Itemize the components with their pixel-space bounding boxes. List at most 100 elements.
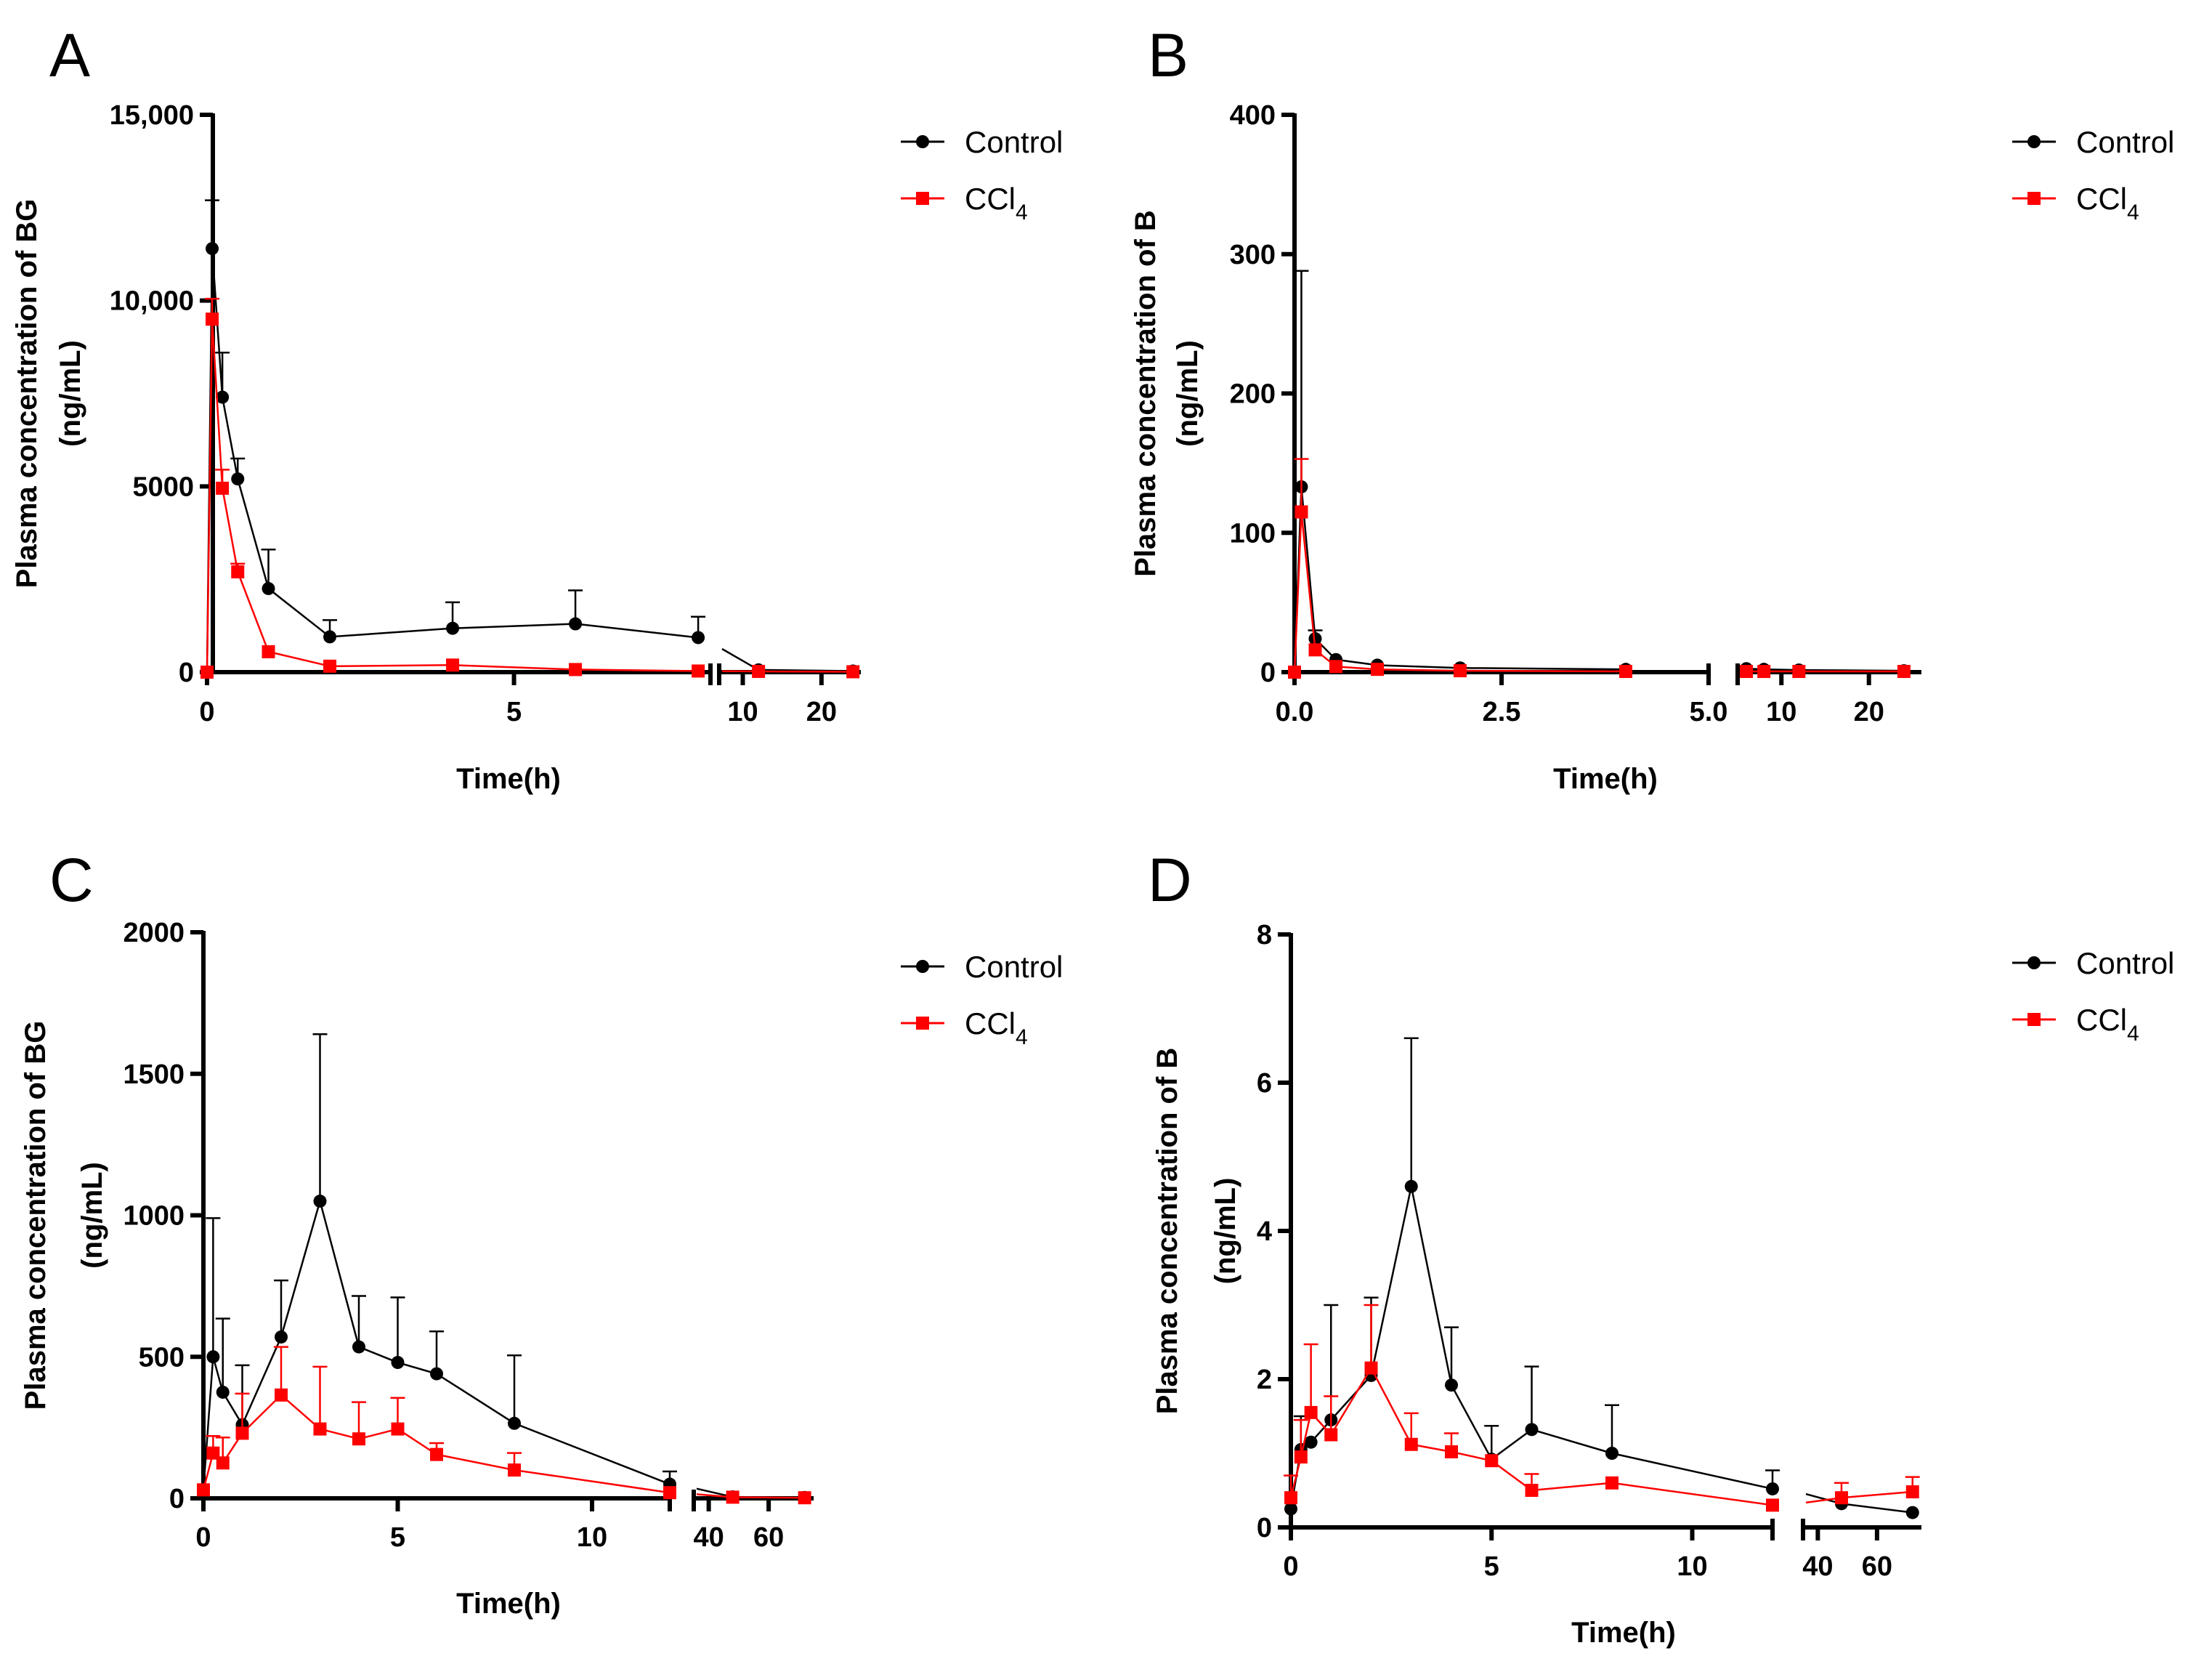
control-data-point [1304, 1435, 1318, 1449]
control-data-point [391, 1356, 405, 1370]
ccl4-data-point [1525, 1484, 1539, 1497]
ccl4-data-point [352, 1432, 365, 1446]
ccl4-data-point [1404, 1437, 1418, 1451]
control-series-line [514, 1422, 671, 1485]
control-data-point [430, 1367, 443, 1381]
x-tick-label: 0 [195, 1522, 211, 1553]
y-axis-unit: (ng/mL) [54, 340, 86, 447]
panel-letter: D [1148, 846, 1192, 914]
x-tick-label: 60 [1862, 1551, 1892, 1582]
ccl4-data-point [206, 312, 219, 326]
y-tick-label: 6 [1257, 1068, 1272, 1099]
ccl4-data-point [1897, 665, 1911, 679]
ccl4-series-line [1377, 668, 1461, 672]
ccl4-series-line [1531, 1482, 1613, 1492]
control-series-line [1370, 1186, 1412, 1376]
panel-c: C 0 500 1000 1500 2000 Plasma concentration of… [20, 846, 1063, 1620]
x-tick-label: 10 [727, 697, 758, 727]
ccl4-series-line [1451, 1450, 1492, 1462]
control-series-line [397, 1361, 437, 1375]
control-data-point [352, 1340, 365, 1354]
legend-ccl4-subscript: 4 [2127, 1022, 2139, 1046]
ccl4-data-point [1605, 1476, 1619, 1490]
ccl4-data-point [323, 659, 337, 673]
control-series-line [1841, 1503, 1913, 1514]
ccl4-data-point [1757, 665, 1771, 679]
control-data-point [206, 1350, 220, 1364]
x-tick-label: 60 [753, 1522, 784, 1553]
ccl4-series-line [268, 650, 331, 668]
control-series-line [237, 478, 270, 589]
y-axis-title: Plasma concentration of B [1130, 210, 1162, 577]
ccl4-data-point [216, 1456, 230, 1470]
x-tick-label: 2.5 [1483, 697, 1521, 727]
control-data-point [1445, 1378, 1458, 1392]
legend-ccl4-label: CCl4 [965, 1006, 1028, 1049]
x-tick-label: 40 [1802, 1551, 1833, 1582]
panel-a: A 0 5000 10,000 15,000 Plasma concentration o… [11, 21, 1063, 795]
x-axis-title: Time(h) [456, 1588, 561, 1620]
ccl4-data-point [752, 664, 766, 678]
ccl4-data-point [846, 665, 860, 679]
legend-control-marker [916, 135, 929, 148]
y-tick-label: 400 [1230, 100, 1276, 131]
panel-letter: A [49, 21, 90, 89]
y-tick-label: 1500 [123, 1059, 185, 1090]
x-axis-title: Time(h) [1553, 763, 1658, 795]
ccl4-series-line [575, 669, 699, 672]
ccl4-series-line [1335, 666, 1378, 671]
ccl4-data-point [1619, 665, 1632, 679]
y-axis-title: Plasma concentration of B [1151, 1048, 1183, 1415]
y-tick-label: 5000 [132, 472, 194, 502]
y-tick-label: 0 [169, 1484, 185, 1514]
legend-ccl4-subscript: 4 [1016, 201, 1028, 225]
ccl4-data-point [1324, 1428, 1338, 1442]
ccl4-data-point [692, 664, 705, 678]
legend-control-marker [2027, 956, 2041, 969]
x-tick-label: 5.0 [1690, 697, 1728, 727]
y-tick-label: 15,000 [110, 100, 194, 131]
control-series-line [453, 623, 576, 629]
ccl4-series-line [330, 664, 453, 668]
y-axis-unit: (ng/mL) [1210, 1178, 1241, 1285]
control-series-line [202, 1357, 214, 1490]
x-axis-title: Time(h) [1571, 1617, 1676, 1649]
legend-control-label: Control [2076, 946, 2174, 980]
legend-ccl4-label: CCl4 [2076, 182, 2139, 225]
y-tick-label: 4 [1257, 1216, 1272, 1247]
control-series-line [1611, 1452, 1773, 1490]
panel-b: B 0 100 200 300 400 Plasma concentration of B (… [1130, 21, 2174, 795]
ccl4-data-point [1766, 1498, 1779, 1512]
control-data-point [1905, 1506, 1919, 1519]
x-tick-label: 0 [1283, 1551, 1298, 1582]
ccl4-series-line [206, 319, 214, 673]
ccl4-data-point [313, 1422, 327, 1436]
control-data-point [569, 617, 583, 631]
control-data-point [216, 1385, 230, 1399]
ccl4-data-point [231, 565, 245, 578]
legend-control-marker [916, 960, 929, 973]
legend-ccl4-marker [916, 1017, 929, 1030]
legend-control-label: Control [2076, 125, 2174, 159]
ccl4-data-point [1740, 665, 1754, 679]
ccl4-data-point [726, 1490, 740, 1504]
control-data-point [1605, 1447, 1619, 1460]
y-tick-label: 0 [1257, 1513, 1272, 1543]
ccl4-data-point [1454, 664, 1467, 678]
ccl4-data-point [197, 1483, 210, 1497]
ccl4-series-line [1370, 1368, 1412, 1445]
legend-ccl4-subscript: 4 [1016, 1025, 1028, 1049]
legend-ccl4-marker [2027, 192, 2041, 205]
ccl4-data-point [1295, 505, 1308, 519]
y-tick-label: 500 [139, 1342, 185, 1373]
ccl4-series-line [514, 1469, 671, 1494]
panel-d: D 0 2 4 6 8 Plasma concentration of B (ng/mL) 0 5… [1148, 846, 2174, 1649]
ccl4-data-point [391, 1422, 405, 1436]
control-data-point [446, 621, 460, 635]
ccl4-series-line [237, 571, 270, 653]
x-tick-label: 5 [506, 697, 522, 727]
control-series-line [280, 1200, 321, 1338]
y-axis-unit: (ng/mL) [76, 1162, 108, 1269]
control-series-line [267, 587, 331, 638]
control-series-line [1330, 1375, 1372, 1421]
